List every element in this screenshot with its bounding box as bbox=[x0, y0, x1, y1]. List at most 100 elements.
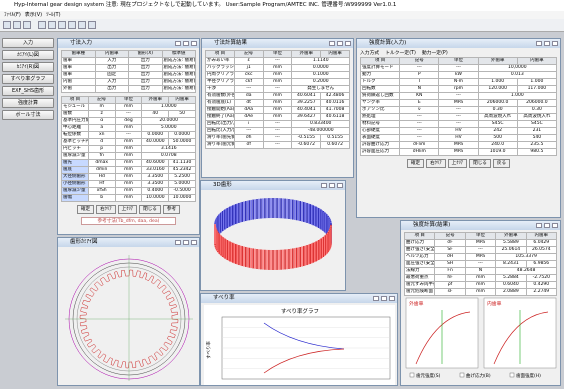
tool-icon[interactable] bbox=[3, 21, 11, 29]
table-cell: 0.1000 bbox=[292, 72, 350, 79]
window-control[interactable] bbox=[175, 41, 181, 46]
table-cell: 負荷繰返し回数 bbox=[361, 93, 400, 100]
button[interactable]: 閉じる bbox=[139, 205, 161, 214]
table-cell: 5.2500 bbox=[169, 174, 196, 181]
tool-icon[interactable] bbox=[38, 21, 46, 29]
table-cell: 歯車 bbox=[62, 58, 96, 65]
button[interactable]: 上ｸﾘｱ bbox=[448, 159, 468, 168]
window-control[interactable] bbox=[329, 183, 335, 188]
button[interactable]: 右ｸﾘｱ bbox=[426, 159, 446, 168]
graph-title: 内歯車 bbox=[487, 300, 502, 307]
tool-icon[interactable] bbox=[78, 21, 86, 29]
window-control[interactable] bbox=[544, 223, 550, 228]
window-control[interactable] bbox=[552, 41, 558, 46]
radio[interactable]: 動力一定(P) bbox=[422, 51, 448, 56]
sidebar-button[interactable]: EXF_SHS歯形 bbox=[2, 86, 54, 96]
window-control[interactable] bbox=[345, 41, 351, 46]
table-cell: mm bbox=[115, 146, 142, 153]
window-control[interactable] bbox=[183, 41, 189, 46]
table-row: ヤング率EMPa206000.0206000.0 bbox=[361, 100, 557, 107]
table-cell: 歯厚減少量 bbox=[62, 188, 89, 195]
table-cell: 500 bbox=[478, 135, 517, 142]
table-row: 法線力FnN48.2648 bbox=[405, 268, 557, 275]
sidebar-button[interactable]: 強度計算 bbox=[2, 98, 54, 108]
table-cell: 10.0000 bbox=[142, 195, 169, 202]
table-cell: E bbox=[400, 100, 439, 107]
tool-icon[interactable] bbox=[58, 21, 66, 29]
window-body: 項 目記号単位外歯車内歯車曲げ応力σFMPa5.58896.0429曲げ強さ(安… bbox=[401, 230, 560, 386]
table-cell: -2.7520 bbox=[526, 275, 556, 282]
window-control[interactable] bbox=[544, 41, 550, 46]
button[interactable]: 上ｸﾘｱ bbox=[118, 205, 138, 214]
window-control[interactable] bbox=[373, 296, 379, 301]
button[interactable]: 確定 bbox=[407, 159, 424, 168]
table-header-row: 項 目記号単位外歯車内歯車 bbox=[206, 51, 350, 58]
window-title-text: 寸法入力 bbox=[70, 40, 92, 46]
button[interactable]: 右ｸﾘｱ bbox=[96, 205, 116, 214]
table-cell: 中心距離 bbox=[62, 125, 89, 132]
table-cell: KN bbox=[400, 93, 439, 100]
window-control[interactable] bbox=[536, 223, 542, 228]
window-control[interactable] bbox=[191, 240, 197, 245]
button[interactable]: 参考 bbox=[163, 205, 180, 214]
header-cell: 歯車種 bbox=[62, 51, 96, 58]
table-cell: MPa bbox=[439, 142, 478, 149]
table-cell: 円ピッチ bbox=[62, 146, 89, 153]
table-cell: mm bbox=[465, 282, 495, 289]
window-control[interactable] bbox=[175, 240, 181, 245]
sidebar-button[interactable]: ｶﾐｱｲ(L)図 bbox=[2, 50, 54, 60]
table-cell: 出力 bbox=[129, 79, 163, 86]
table-row: 円周クリアランスckcmm0.1000 bbox=[206, 72, 350, 79]
window-control[interactable] bbox=[183, 240, 189, 245]
table-cell: HV bbox=[439, 128, 478, 135]
tool-icon[interactable] bbox=[23, 21, 31, 29]
window-control[interactable] bbox=[381, 296, 387, 301]
window-control[interactable] bbox=[337, 183, 343, 188]
button[interactable]: 確定 bbox=[77, 205, 94, 214]
sidebar-button[interactable]: 入力 bbox=[2, 38, 54, 48]
app-screen: Hyp-Internal gear design system 注意: 現在プロ… bbox=[0, 0, 564, 389]
table-row: 動力PkW0.013 bbox=[361, 72, 557, 79]
menu-item[interactable]: 表示(V) bbox=[25, 12, 42, 18]
tool-icon[interactable] bbox=[88, 21, 96, 29]
table-cell: sF bbox=[435, 289, 465, 296]
menu-item[interactable]: ﾌｧｲﾙ(F) bbox=[4, 12, 21, 18]
window-control[interactable] bbox=[389, 296, 395, 301]
table-cell: P bbox=[400, 72, 439, 79]
tool-icon[interactable] bbox=[48, 21, 56, 29]
button-row: 確定右ｸﾘｱ上ｸﾘｱ閉じる参考 bbox=[61, 205, 196, 214]
table-cell: --- bbox=[115, 111, 142, 118]
table-cell: --- bbox=[263, 86, 292, 93]
table-cell: 540 bbox=[517, 135, 556, 142]
tool-icon[interactable] bbox=[68, 21, 76, 29]
button[interactable]: 戻る bbox=[493, 159, 510, 168]
table-cell: T bbox=[400, 79, 439, 86]
window-control[interactable] bbox=[337, 41, 343, 46]
sidebar-button[interactable]: ボール寸法 bbox=[2, 110, 54, 120]
table-row: 干渉------発生しません bbox=[206, 86, 350, 93]
data-table: 歯車種内歯車歯形(X)標準値歯車入力出力創成方法: 簡易歯歯車出力出力創成方法:… bbox=[61, 50, 196, 93]
radio[interactable]: トルク一定(T) bbox=[385, 51, 416, 56]
table-cell: --- bbox=[465, 261, 495, 268]
button[interactable]: 閉じる bbox=[469, 159, 491, 168]
tool-icon[interactable] bbox=[13, 21, 21, 29]
window-control[interactable] bbox=[552, 223, 558, 228]
table-cell: 0.0708 bbox=[142, 153, 196, 160]
window-control[interactable] bbox=[191, 41, 197, 46]
window-title-text: 寸法計算結果 bbox=[214, 40, 247, 46]
table-cell: 1.1140 bbox=[292, 58, 350, 65]
window-control[interactable] bbox=[536, 41, 542, 46]
menu-item[interactable]: ﾂｰﾙ(T) bbox=[46, 12, 60, 18]
window-control[interactable] bbox=[321, 183, 327, 188]
window-control[interactable] bbox=[329, 41, 335, 46]
window-title: 強度計算(結果) bbox=[401, 221, 560, 230]
table-cell: mm bbox=[115, 139, 142, 146]
header-cell: 記号 bbox=[234, 51, 263, 58]
table-cell: 高周波焼入れ bbox=[517, 114, 556, 121]
table-cell: MPa bbox=[439, 149, 478, 156]
table-cell: 曲げ強さ(安全率) bbox=[405, 247, 435, 254]
sidebar-button[interactable]: ｶﾐｱｲ(R)図 bbox=[2, 62, 54, 72]
sidebar-button[interactable]: すべり率グラフ bbox=[2, 74, 54, 84]
title-bar: Hyp-Internal gear design system 注意: 現在プロ… bbox=[0, 0, 564, 11]
